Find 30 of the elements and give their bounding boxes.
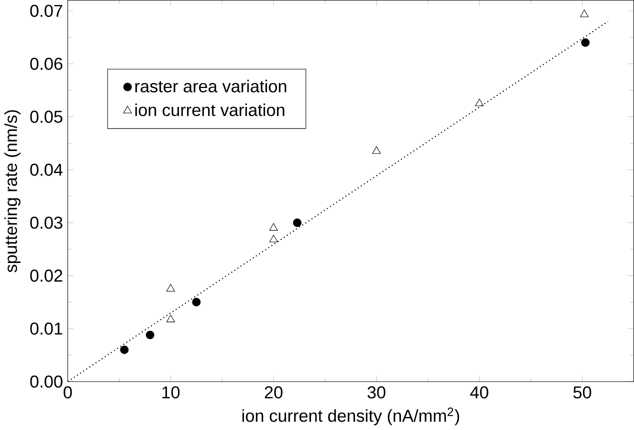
legend-label: ion current variation — [135, 104, 284, 116]
x-tick-label: 30 — [368, 386, 386, 399]
y-tick-label: 0.01 — [30, 322, 62, 335]
y-tick-label: 0.00 — [30, 376, 62, 388]
y-tick-label: 0.06 — [30, 58, 62, 70]
point — [192, 298, 201, 307]
point — [166, 284, 175, 292]
point — [581, 38, 590, 48]
point — [580, 10, 589, 18]
x-tick-label: 50 — [573, 386, 592, 399]
point — [120, 346, 129, 354]
x-tick-label: 40 — [470, 386, 488, 399]
point — [372, 146, 381, 154]
x-tick-label: 20 — [264, 386, 282, 399]
x-axis-title: ion current density (nA/mm$^{2}$) — [242, 408, 460, 426]
point — [292, 218, 302, 228]
point — [146, 330, 154, 340]
y-tick-label: 0.02 — [30, 270, 62, 282]
point — [269, 223, 278, 231]
x-tick-label: 0 — [64, 386, 72, 399]
legend-label: raster area variation — [135, 80, 286, 93]
point — [166, 314, 175, 322]
point — [475, 98, 484, 106]
point — [269, 234, 278, 242]
y-tick-label: 0.03 — [30, 216, 62, 229]
y-tick-label: 0.05 — [30, 110, 62, 124]
x-tick-label: 10 — [162, 386, 180, 399]
y-tick-label: 0.04 — [30, 164, 63, 176]
y-tick-label: 0.07 — [30, 4, 62, 18]
y-axis-title: sputtering rate (nm/s) — [4, 110, 20, 272]
